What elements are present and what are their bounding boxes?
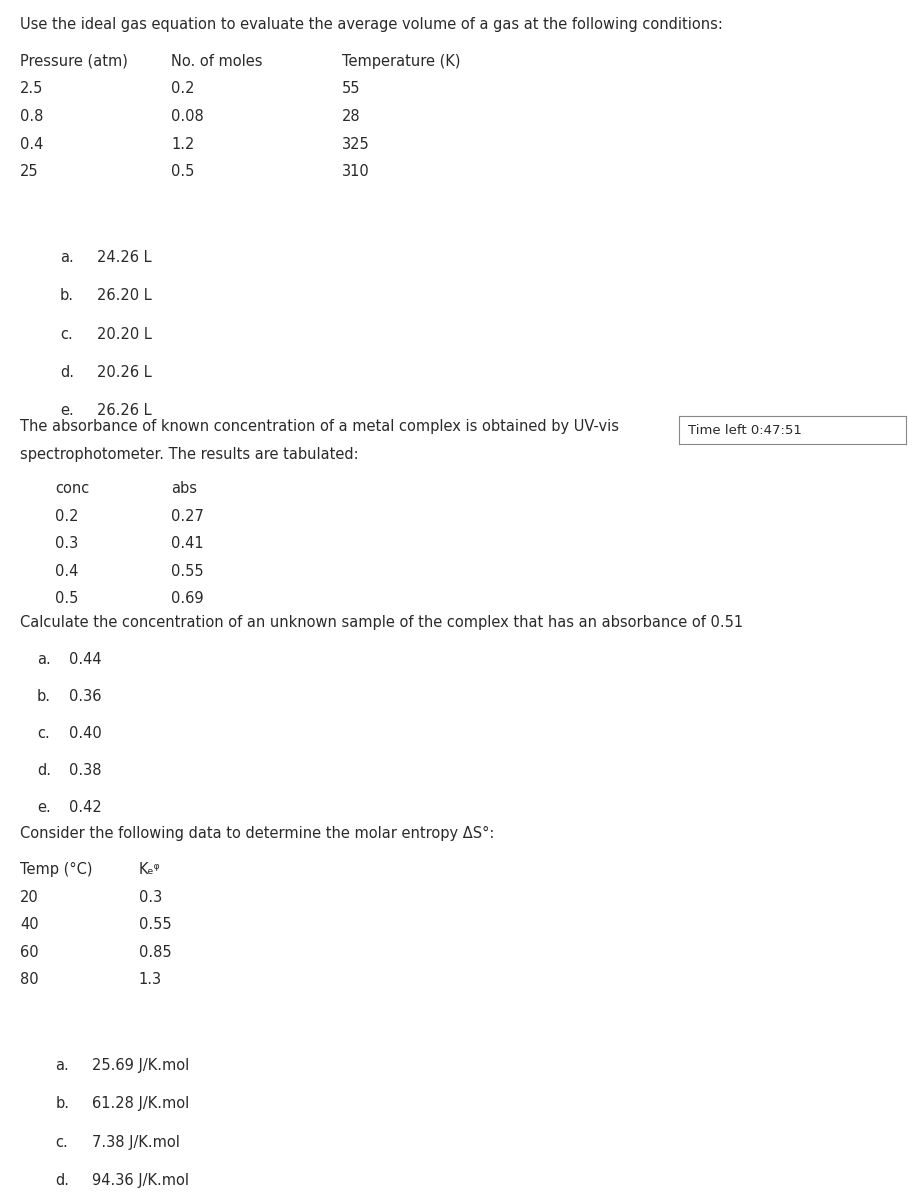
Text: 0.38: 0.38 bbox=[69, 763, 102, 778]
Text: c.: c. bbox=[37, 726, 50, 742]
Text: 0.5: 0.5 bbox=[171, 164, 194, 179]
Text: Time left 0:47:51: Time left 0:47:51 bbox=[688, 424, 802, 437]
Text: 20.26 L: 20.26 L bbox=[97, 365, 152, 379]
Text: a.: a. bbox=[37, 652, 51, 667]
Text: 2.5: 2.5 bbox=[20, 82, 43, 96]
Text: 25: 25 bbox=[20, 164, 39, 179]
Text: 0.36: 0.36 bbox=[69, 689, 102, 704]
Text: 20: 20 bbox=[20, 889, 39, 905]
Text: 0.3: 0.3 bbox=[139, 889, 162, 905]
Text: 0.55: 0.55 bbox=[139, 917, 171, 932]
Text: c.: c. bbox=[60, 326, 73, 342]
Text: 61.28 J/K.mol: 61.28 J/K.mol bbox=[92, 1097, 189, 1111]
Text: 0.4: 0.4 bbox=[20, 137, 43, 151]
Text: 310: 310 bbox=[342, 164, 370, 179]
Text: d.: d. bbox=[55, 1174, 69, 1188]
Text: 0.55: 0.55 bbox=[171, 564, 203, 578]
Text: 0.44: 0.44 bbox=[69, 652, 102, 667]
Text: conc: conc bbox=[55, 481, 90, 496]
Text: spectrophotometer. The results are tabulated:: spectrophotometer. The results are tabul… bbox=[20, 446, 359, 462]
Text: d.: d. bbox=[60, 365, 74, 379]
Text: Pressure (atm): Pressure (atm) bbox=[20, 54, 128, 68]
Text: 26.20 L: 26.20 L bbox=[97, 288, 152, 304]
Text: 0.2: 0.2 bbox=[55, 509, 79, 523]
Text: 0.41: 0.41 bbox=[171, 536, 203, 551]
Text: 1.3: 1.3 bbox=[139, 972, 162, 988]
Text: 28: 28 bbox=[342, 109, 360, 124]
Text: Consider the following data to determine the molar entropy ΔS°:: Consider the following data to determine… bbox=[20, 827, 494, 841]
Text: The absorbance of known concentration of a metal complex is obtained by UV-vis: The absorbance of known concentration of… bbox=[20, 419, 619, 434]
Text: b.: b. bbox=[37, 689, 51, 704]
Text: 0.2: 0.2 bbox=[171, 82, 194, 96]
Text: Use the ideal gas equation to evaluate the average volume of a gas at the follow: Use the ideal gas equation to evaluate t… bbox=[20, 17, 723, 31]
Text: 0.8: 0.8 bbox=[20, 109, 43, 124]
Text: 26.26 L: 26.26 L bbox=[97, 403, 152, 418]
Text: 40: 40 bbox=[20, 917, 39, 932]
Text: 0.42: 0.42 bbox=[69, 800, 102, 815]
Text: 7.38 J/K.mol: 7.38 J/K.mol bbox=[92, 1135, 180, 1150]
Text: a.: a. bbox=[55, 1058, 69, 1073]
Text: 60: 60 bbox=[20, 944, 39, 960]
Text: Kₑᵠ: Kₑᵠ bbox=[139, 862, 160, 877]
Text: 0.85: 0.85 bbox=[139, 944, 171, 960]
Text: 55: 55 bbox=[342, 82, 360, 96]
Text: 0.27: 0.27 bbox=[171, 509, 204, 523]
Text: 0.4: 0.4 bbox=[55, 564, 79, 578]
Text: e.: e. bbox=[60, 403, 74, 418]
Text: 1.2: 1.2 bbox=[171, 137, 194, 151]
Text: 325: 325 bbox=[342, 137, 370, 151]
Text: No. of moles: No. of moles bbox=[171, 54, 262, 68]
Text: 0.5: 0.5 bbox=[55, 592, 79, 606]
Text: 20.20 L: 20.20 L bbox=[97, 326, 152, 342]
Text: 80: 80 bbox=[20, 972, 39, 988]
Text: a.: a. bbox=[60, 250, 74, 265]
Text: d.: d. bbox=[37, 763, 51, 778]
Text: b.: b. bbox=[60, 288, 74, 304]
Text: 0.3: 0.3 bbox=[55, 536, 79, 551]
Text: 0.08: 0.08 bbox=[171, 109, 203, 124]
Text: Calculate the concentration of an unknown sample of the complex that has an abso: Calculate the concentration of an unknow… bbox=[20, 616, 744, 630]
Text: abs: abs bbox=[171, 481, 197, 496]
Text: e.: e. bbox=[37, 800, 51, 815]
Text: c.: c. bbox=[55, 1135, 68, 1150]
Text: 0.69: 0.69 bbox=[171, 592, 203, 606]
Text: 94.36 J/K.mol: 94.36 J/K.mol bbox=[92, 1174, 189, 1188]
Text: Temp (°C): Temp (°C) bbox=[20, 862, 92, 877]
Text: 24.26 L: 24.26 L bbox=[97, 250, 152, 265]
Text: Temperature (K): Temperature (K) bbox=[342, 54, 460, 68]
Text: 25.69 J/K.mol: 25.69 J/K.mol bbox=[92, 1058, 189, 1073]
Text: 0.40: 0.40 bbox=[69, 726, 102, 742]
Text: b.: b. bbox=[55, 1097, 69, 1111]
